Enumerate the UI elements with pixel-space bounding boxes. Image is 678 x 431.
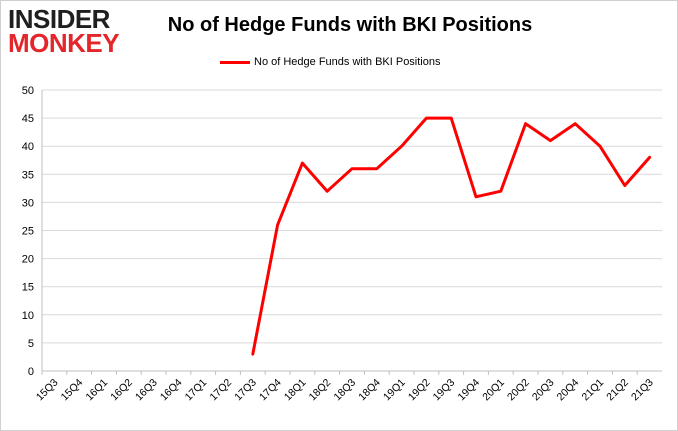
x-tick-label: 15Q4 — [59, 377, 86, 404]
x-tick-label: 16Q2 — [108, 377, 135, 404]
x-tick-label: 18Q2 — [307, 377, 334, 404]
y-tick-label: 35 — [22, 169, 34, 181]
x-tick-label: 19Q2 — [406, 377, 433, 404]
x-tick-label: 17Q2 — [207, 377, 234, 404]
data-point-21Q1 — [598, 145, 602, 148]
x-tick-label: 21Q2 — [604, 377, 631, 404]
x-tick-label: 17Q4 — [257, 377, 284, 404]
insider-monkey-logo: INSIDER MONKEY — [8, 4, 126, 58]
x-tick-label: 21Q1 — [579, 377, 606, 404]
data-point-20Q2 — [524, 122, 527, 125]
x-tick-label: 20Q2 — [505, 377, 532, 404]
x-tick-label: 20Q1 — [480, 377, 507, 404]
y-tick-label: 0 — [28, 366, 34, 378]
y-tick-label: 10 — [22, 310, 34, 322]
y-tick-label: 40 — [22, 141, 34, 153]
x-tick-label: 17Q1 — [183, 377, 210, 404]
series-line-0 — [251, 116, 652, 356]
x-tick-label: 16Q4 — [158, 377, 185, 404]
y-tick-label: 25 — [22, 226, 34, 238]
data-point-21Q3 — [648, 156, 651, 159]
y-tick-label: 15 — [22, 282, 34, 294]
data-point-17Q4 — [276, 223, 279, 227]
x-tick-label: 18Q1 — [282, 377, 309, 404]
x-tick-label: 16Q1 — [83, 377, 110, 404]
chart-legend: No of Hedge Funds with BKI Positions — [220, 54, 440, 70]
x-tick-label: 19Q1 — [381, 377, 408, 404]
data-point-19Q4 — [474, 195, 478, 198]
y-tick-label: 45 — [22, 113, 34, 125]
x-tick-label: 16Q3 — [133, 377, 160, 404]
data-point-19Q3 — [450, 116, 453, 120]
x-tick-label: 15Q3 — [34, 377, 61, 404]
x-tick-label: 20Q3 — [530, 377, 557, 404]
data-point-20Q3 — [549, 139, 552, 142]
data-point-21Q2 — [623, 184, 626, 187]
data-point-18Q4 — [375, 167, 378, 170]
x-tick-label: 20Q4 — [555, 377, 582, 404]
data-point-18Q2 — [326, 189, 329, 193]
legend-label: No of Hedge Funds with BKI Positions — [254, 56, 441, 68]
x-tick-label: 18Q3 — [331, 377, 358, 404]
data-point-18Q1 — [301, 161, 304, 165]
chart-title: No of Hedge Funds with BKI Positions — [167, 14, 533, 36]
x-tick-label: 19Q3 — [431, 377, 458, 404]
legend-line-swatch — [220, 60, 250, 64]
x-tick-label: 21Q3 — [629, 377, 656, 404]
y-tick-label: 5 — [28, 338, 34, 350]
data-point-18Q3 — [350, 167, 354, 170]
data-point-20Q1 — [499, 189, 502, 193]
y-tick-label: 30 — [22, 197, 34, 209]
y-tick-label: 50 — [22, 85, 34, 97]
data-point-19Q1 — [400, 145, 403, 148]
data-point-19Q2 — [425, 116, 428, 120]
logo-line-1: INSIDER — [8, 4, 110, 34]
x-tick-label: 18Q4 — [356, 377, 383, 404]
x-tick-label: 19Q4 — [455, 377, 482, 404]
y-tick-label: 20 — [22, 254, 34, 266]
x-tick-label: 17Q3 — [232, 377, 259, 404]
logo-line-2: MONKEY — [8, 28, 120, 58]
data-point-20Q4 — [574, 122, 577, 125]
data-point-17Q3 — [251, 352, 254, 356]
